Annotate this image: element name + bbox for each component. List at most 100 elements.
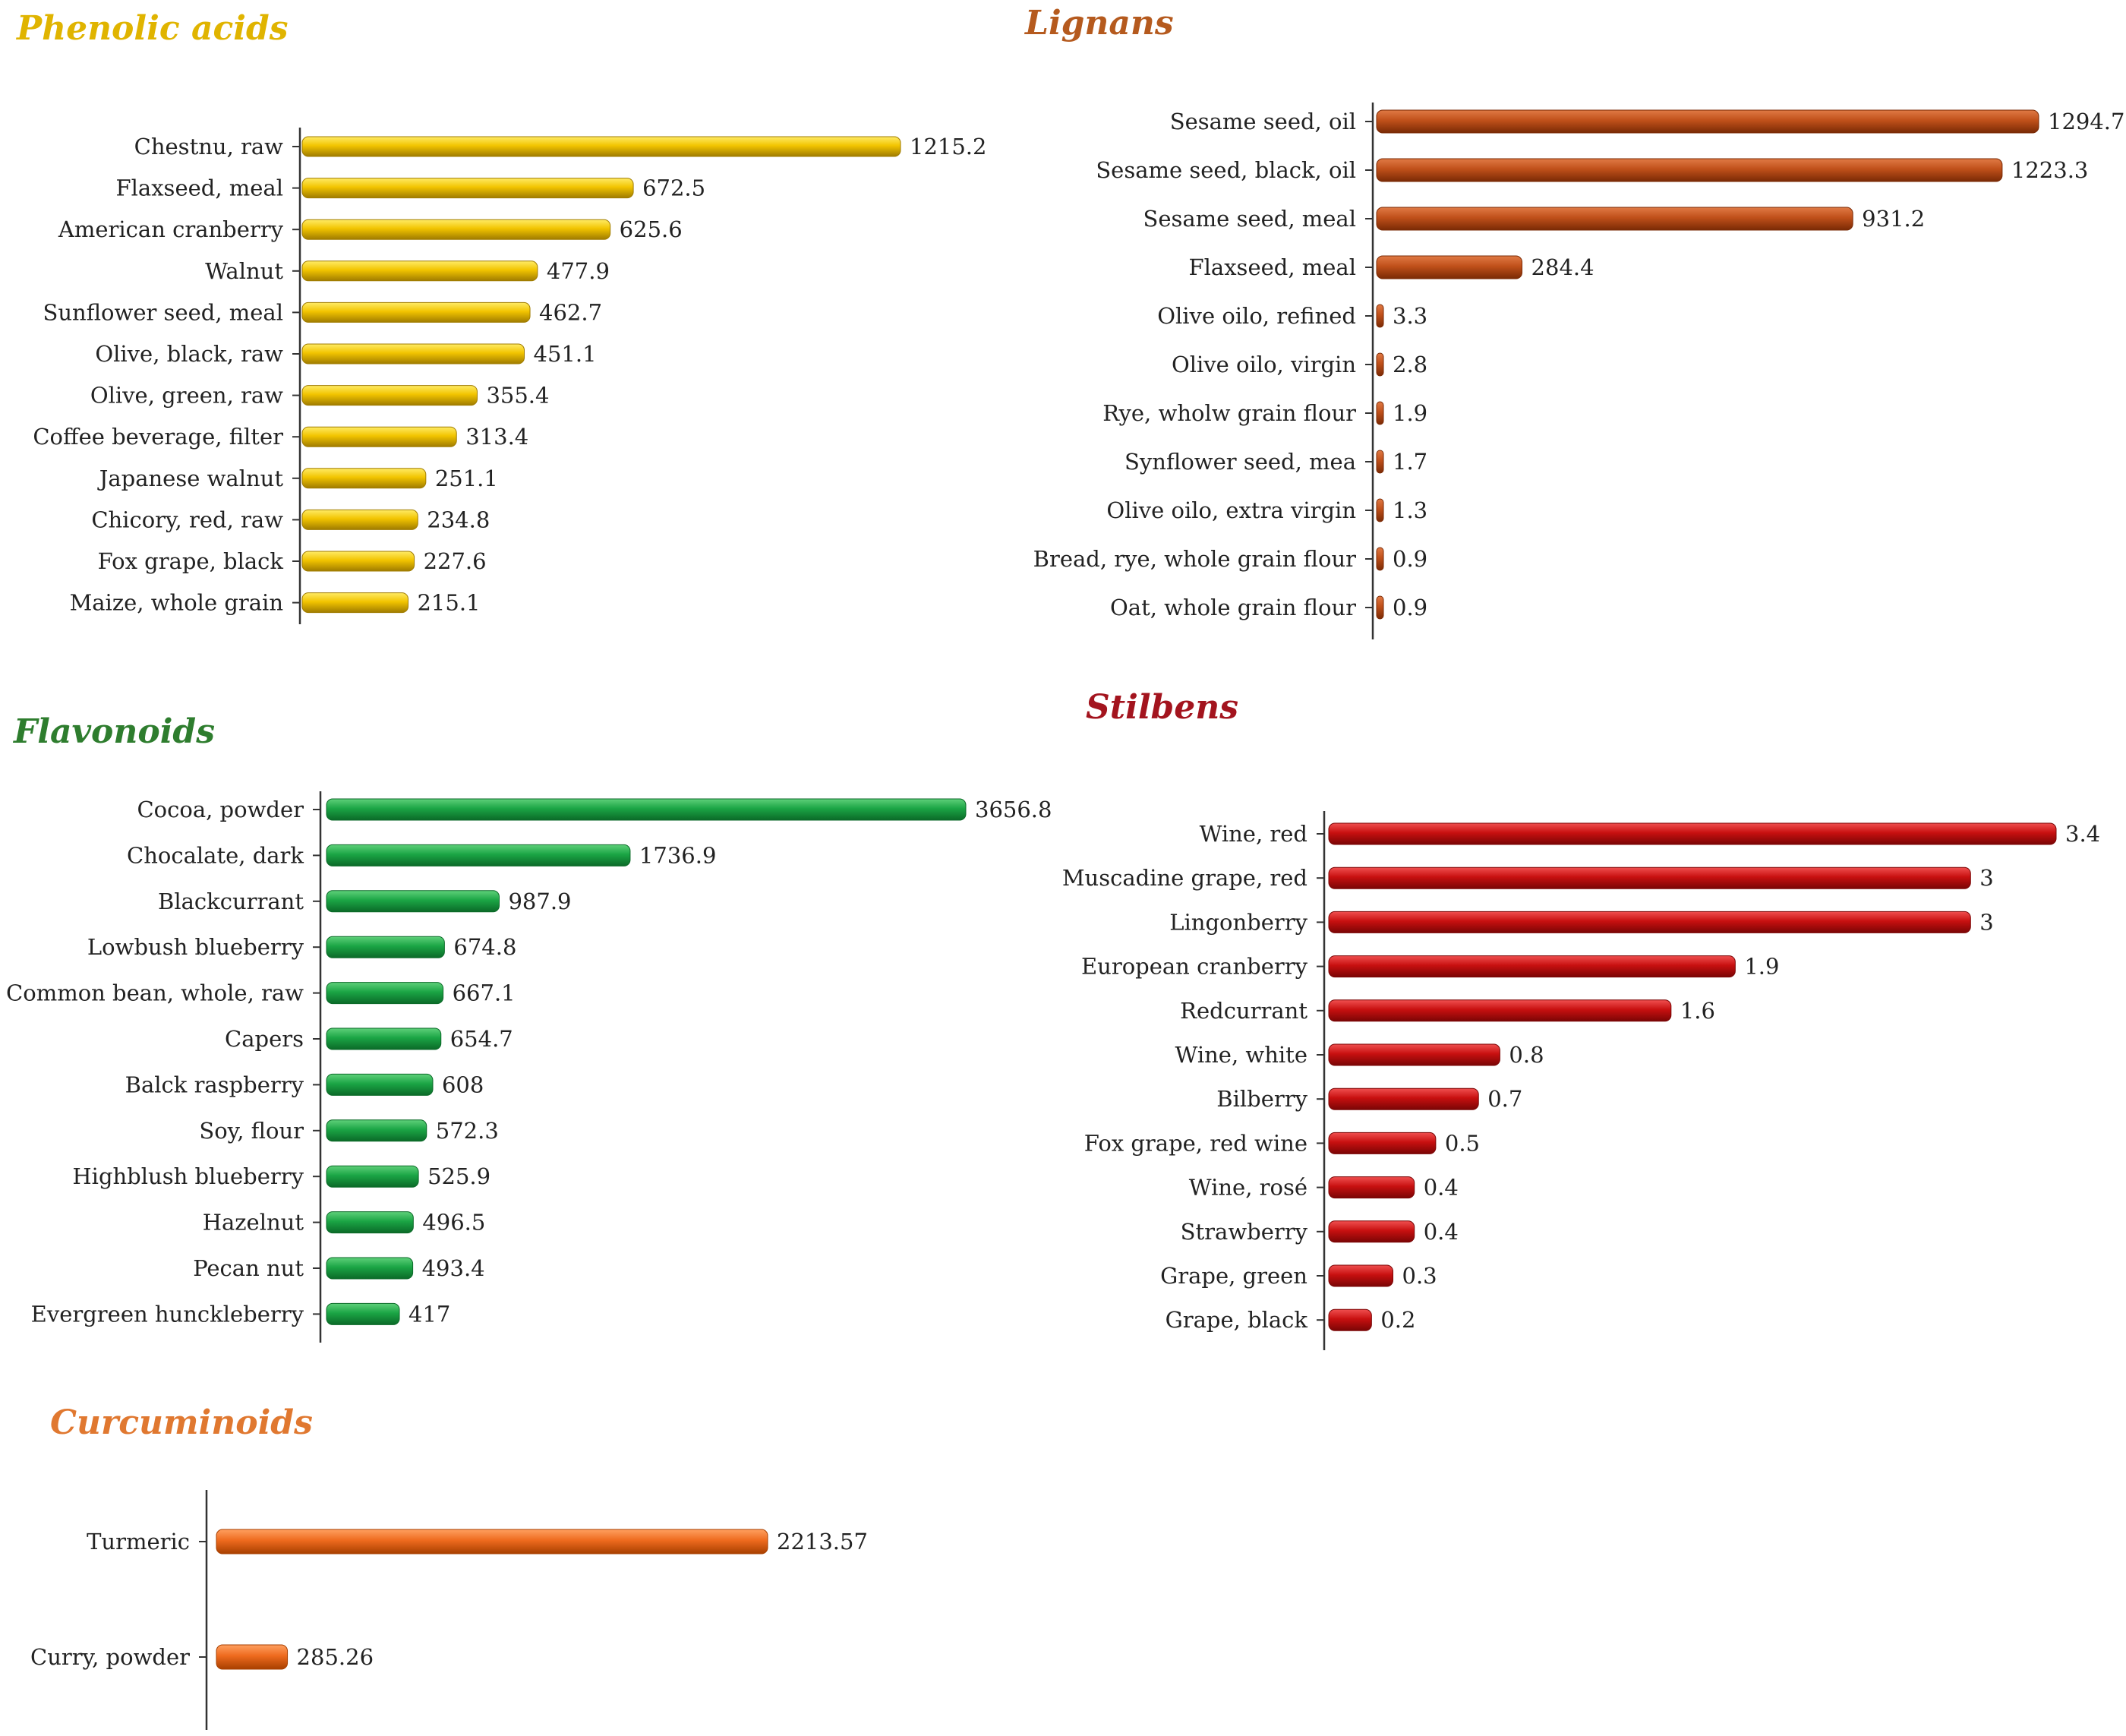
lignans-category-label: Olive oilo, virgin <box>1172 352 1356 377</box>
stilbens-value-label: 3 <box>1979 909 1993 935</box>
phenolic-acids-bar <box>301 260 538 282</box>
stilbens-category-label: Wine, red <box>1200 821 1307 847</box>
stilbens-category-label: Muscadine grape, red <box>1062 865 1307 891</box>
curcuminoids-bar <box>216 1529 768 1555</box>
lignans-chart: Lignans Sesame seed, oil 1294.7 Sesame see… <box>1024 4 2124 639</box>
phenolic-acids-category-label: Maize, whole grain <box>70 590 283 616</box>
stilbens-bar <box>1328 999 1672 1022</box>
stilbens-value-label: 0.4 <box>1424 1175 1459 1201</box>
stilbens-title: Stilbens <box>1086 688 1238 727</box>
phenolic-acids-category-label: Japanese walnut <box>97 466 284 491</box>
curcuminoids-title: Curcuminoids <box>50 1403 313 1442</box>
phenolic-acids-value-label: 1215.2 <box>910 134 986 159</box>
flavonoids-value-label: 667.1 <box>453 980 516 1006</box>
flavonoids-chart: Flavonoids Cocoa, powder 3656.8 Chocalate,… <box>6 712 1052 1343</box>
lignans-category-label: Olive oilo, refined <box>1157 303 1356 329</box>
lignans-bar <box>1376 109 2039 134</box>
stilbens-bar <box>1328 1264 1394 1287</box>
stilbens-value-label: 0.3 <box>1402 1263 1437 1289</box>
stilbens-category-label: Grape, green <box>1160 1263 1307 1289</box>
curcuminoids-category-label: Curry, powder <box>30 1644 190 1670</box>
lignans-value-label: 1223.3 <box>2011 157 2088 183</box>
flavonoids-bar <box>326 1027 442 1050</box>
lignans-bar <box>1376 547 1384 571</box>
lignans-category-label: Bread, rye, whole grain flour <box>1033 546 1356 572</box>
phenolic-acids-bar <box>301 426 457 447</box>
lignans-title: Lignans <box>1024 4 1174 43</box>
lignans-bar <box>1376 352 1384 377</box>
curcuminoids-category-label: Turmeric <box>87 1529 190 1555</box>
stilbens-chart: Stilbens Wine, red 3.4 Muscadine grape, re… <box>1062 688 2100 1350</box>
phenolic-acids-value-label: 625.6 <box>620 216 683 242</box>
phenolic-acids-bar <box>301 178 634 199</box>
phenolic-acids-bar <box>301 343 525 365</box>
flavonoids-bar <box>326 1073 434 1096</box>
lignans-value-label: 3.3 <box>1393 303 1427 329</box>
phenolic-acids-title: Phenolic acids <box>15 9 289 48</box>
flavonoids-bar <box>326 1165 419 1188</box>
stilbens-category-label: Grape, black <box>1166 1307 1308 1333</box>
lignans-category-label: Sesame seed, oil <box>1170 109 1356 134</box>
stilbens-bar <box>1328 1220 1415 1243</box>
phenolic-acids-category-label: Olive, black, raw <box>95 341 283 367</box>
phenolic-acids-bar <box>301 592 408 614</box>
flavonoids-bar <box>326 936 445 958</box>
stilbens-category-label: Wine, white <box>1175 1042 1307 1068</box>
flavonoids-value-label: 496.5 <box>422 1210 485 1236</box>
stilbens-category-label: European cranberry <box>1081 954 1308 980</box>
flavonoids-category-label: Lowbush blueberry <box>87 934 304 960</box>
lignans-value-label: 284.4 <box>1531 254 1594 280</box>
stilbens-bar <box>1328 1308 1372 1331</box>
phenolic-acids-value-label: 477.9 <box>547 258 610 284</box>
stilbens-category-label: Strawberry <box>1181 1219 1308 1245</box>
flavonoids-value-label: 1736.9 <box>639 842 716 868</box>
lignans-category-label: Flaxseed, meal <box>1189 254 1356 280</box>
flavonoids-category-label: Cocoa, powder <box>137 797 304 822</box>
stilbens-category-label: Bilberry <box>1216 1086 1307 1112</box>
lignans-value-label: 2.8 <box>1393 352 1427 377</box>
stilbens-bar <box>1328 955 1736 978</box>
stilbens-value-label: 0.2 <box>1380 1307 1415 1333</box>
stilbens-value-label: 3.4 <box>2065 821 2100 847</box>
phenolic-acids-category-label: Sunflower seed, meal <box>43 299 283 325</box>
flavonoids-bar <box>326 798 967 821</box>
lignans-bar <box>1376 158 2003 182</box>
phenolic-acids-value-label: 672.5 <box>642 175 705 201</box>
stilbens-value-label: 0.5 <box>1445 1130 1480 1156</box>
lignans-value-label: 1.7 <box>1393 449 1427 475</box>
phenolic-acids-value-label: 462.7 <box>539 299 602 325</box>
curcuminoids-chart: Curcuminoids Turmeric 2213.57 Curry, powde… <box>30 1403 868 1730</box>
stilbens-value-label: 0.4 <box>1424 1219 1459 1245</box>
phenolic-acids-bar <box>301 219 611 240</box>
lignans-value-label: 931.2 <box>1862 206 1925 232</box>
lignans-bar <box>1376 401 1384 425</box>
flavonoids-title: Flavonoids <box>12 712 215 751</box>
flavonoids-bar <box>326 1302 400 1325</box>
stilbens-value-label: 3 <box>1979 865 1993 891</box>
lignans-bar <box>1376 304 1384 328</box>
stilbens-category-label: Redcurrant <box>1180 998 1307 1024</box>
flavonoids-category-label: Soy, flour <box>199 1118 304 1144</box>
phenolic-acids-value-label: 313.4 <box>465 424 528 450</box>
stilbens-value-label: 1.6 <box>1680 998 1715 1024</box>
flavonoids-bar <box>326 844 631 866</box>
stilbens-category-label: Fox grape, red wine <box>1084 1130 1307 1156</box>
stilbens-bar <box>1328 1043 1500 1066</box>
phenolic-acids-category-label: Fox grape, black <box>98 548 284 574</box>
phenolic-acids-value-label: 227.6 <box>424 548 487 574</box>
phenolic-acids-category-label: Chestnu, raw <box>134 134 284 159</box>
flavonoids-value-label: 654.7 <box>450 1026 513 1052</box>
flavonoids-value-label: 525.9 <box>427 1163 490 1189</box>
lignans-category-label: Oat, whole grain flour <box>1110 595 1356 620</box>
lignans-bar <box>1376 450 1384 474</box>
stilbens-bar <box>1328 1176 1415 1199</box>
phenolic-acids-category-label: Chicory, red, raw <box>91 507 283 532</box>
lignans-category-label: Synflower seed, mea <box>1125 449 1356 475</box>
phenolic-acids-value-label: 251.1 <box>435 466 498 491</box>
phenolic-acids-bar <box>301 551 415 572</box>
flavonoids-category-label: Balck raspberry <box>125 1072 304 1097</box>
lignans-value-label: 0.9 <box>1393 595 1427 620</box>
flavonoids-value-label: 417 <box>408 1301 450 1327</box>
phenolic-acids-bar <box>301 509 418 530</box>
